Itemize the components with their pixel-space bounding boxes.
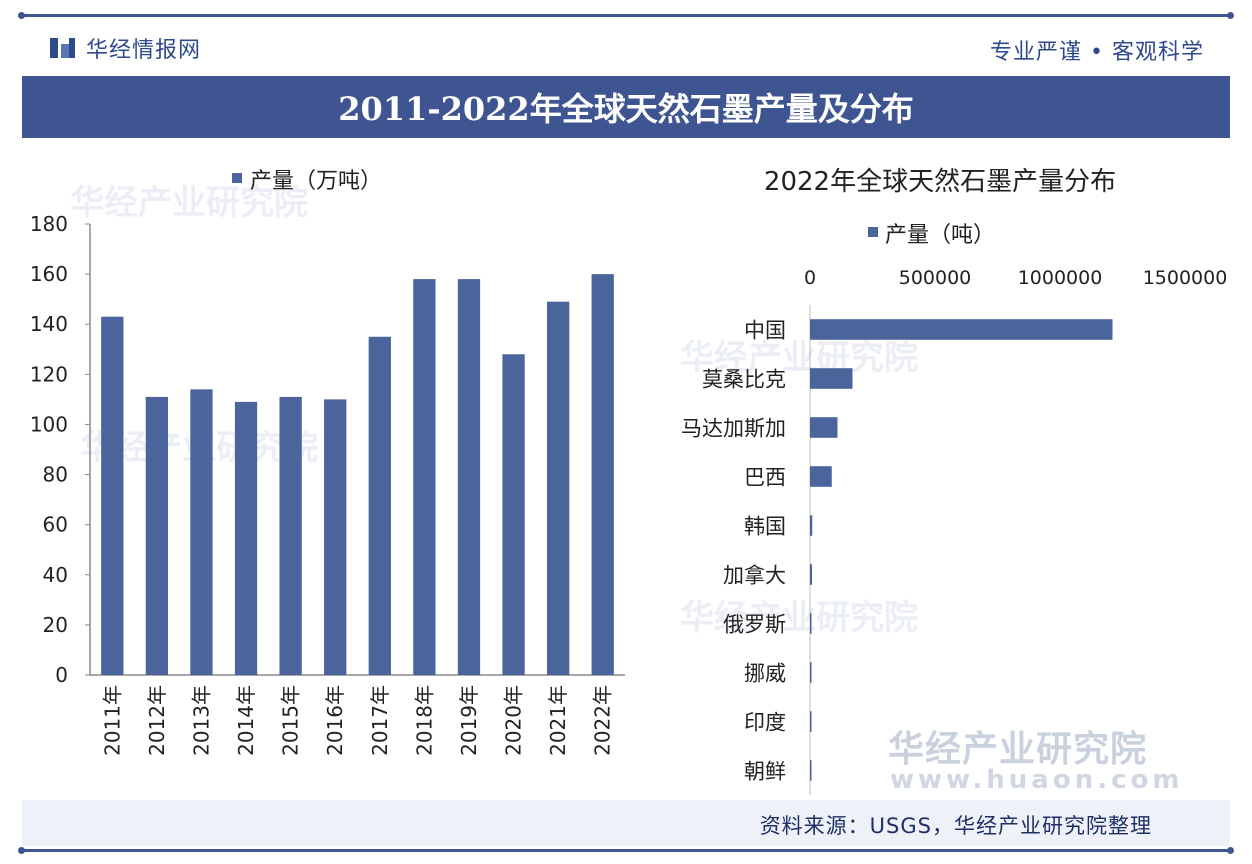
y-category-label: 韩国 bbox=[744, 515, 786, 539]
page-title: 2011-2022年全球天然石墨产量及分布 bbox=[338, 90, 914, 128]
bar-2011年 bbox=[101, 316, 124, 675]
y-category-label: 加拿大 bbox=[723, 564, 786, 588]
legend-label: 产量（吨） bbox=[885, 223, 995, 248]
x-tick-label: 2012年 bbox=[145, 685, 169, 756]
x-tick-label: 2020年 bbox=[502, 685, 526, 756]
hbar-莫桑比克 bbox=[810, 368, 853, 389]
y-tick-label: 160 bbox=[30, 262, 68, 286]
x-tick-label: 2017年 bbox=[368, 685, 392, 756]
hbar-挪威 bbox=[810, 662, 812, 683]
y-category-label: 印度 bbox=[744, 711, 786, 735]
x-tick-label: 2018年 bbox=[412, 685, 436, 756]
y-category-label: 中国 bbox=[744, 319, 786, 343]
bar-2022年 bbox=[591, 274, 614, 675]
legend-swatch bbox=[232, 173, 242, 183]
y-tick-label: 100 bbox=[30, 412, 68, 436]
bar-2017年 bbox=[368, 336, 391, 675]
y-category-label: 朝鲜 bbox=[744, 760, 786, 784]
bar-2015年 bbox=[279, 396, 302, 675]
title-bar: 2011-2022年全球天然石墨产量及分布 bbox=[22, 76, 1230, 138]
hbar-韩国 bbox=[810, 515, 813, 536]
y-tick-label: 180 bbox=[30, 212, 68, 236]
watermark-url: www.huaon.com bbox=[890, 765, 1184, 795]
bar-2021年 bbox=[546, 301, 570, 675]
x-tick-label: 2015年 bbox=[279, 685, 303, 756]
x-tick-label: 1000000 bbox=[1018, 267, 1103, 289]
x-tick-label: 1500000 bbox=[1143, 267, 1228, 289]
hbar-印度 bbox=[810, 711, 812, 732]
x-tick-label: 500000 bbox=[899, 267, 972, 289]
bar-2012年 bbox=[145, 396, 169, 675]
x-tick-label: 2019年 bbox=[457, 685, 481, 756]
brand-logo-icon bbox=[50, 36, 76, 60]
brand-name: 华经情报网 bbox=[86, 38, 202, 63]
x-tick-label: 2022年 bbox=[591, 685, 615, 756]
y-category-label: 巴西 bbox=[744, 466, 786, 490]
hbar-巴西 bbox=[810, 466, 832, 487]
bar-2018年 bbox=[413, 279, 436, 675]
x-tick-label: 2021年 bbox=[546, 685, 570, 756]
bottom-frame-line bbox=[18, 847, 1234, 854]
hbar-中国 bbox=[810, 319, 1113, 340]
top-frame-line bbox=[18, 12, 1234, 19]
y-category-label: 俄罗斯 bbox=[723, 613, 786, 637]
hbar-加拿大 bbox=[810, 564, 812, 585]
bar-2019年 bbox=[457, 279, 481, 675]
x-tick-label: 0 bbox=[804, 267, 816, 289]
y-tick-label: 60 bbox=[43, 513, 68, 537]
bar-2014年 bbox=[234, 401, 258, 675]
y-tick-label: 0 bbox=[55, 663, 68, 687]
x-tick-label: 2011年 bbox=[100, 685, 124, 756]
y-tick-label: 140 bbox=[30, 312, 68, 336]
x-tick-label: 2013年 bbox=[189, 685, 213, 756]
source-note: 资料来源：USGS，华经产业研究院整理 bbox=[759, 814, 1152, 838]
y-category-label: 挪威 bbox=[744, 662, 786, 686]
x-tick-label: 2016年 bbox=[323, 685, 347, 756]
brand: 华经情报网 bbox=[50, 32, 201, 64]
hbar-俄罗斯 bbox=[810, 613, 812, 634]
bar-2013年 bbox=[190, 389, 213, 675]
watermark-name: 华经产业研究院 bbox=[888, 729, 1148, 770]
bar-2020年 bbox=[502, 354, 525, 675]
hbar-朝鲜 bbox=[810, 760, 812, 781]
bar-2016年 bbox=[324, 399, 347, 675]
y-tick-label: 120 bbox=[30, 362, 68, 386]
y-category-label: 莫桑比克 bbox=[702, 368, 786, 392]
footer-bar bbox=[22, 800, 1230, 846]
x-tick-label: 2014年 bbox=[234, 685, 258, 756]
chart-title: 2022年全球天然石墨产量分布 bbox=[764, 167, 1116, 197]
y-tick-label: 80 bbox=[43, 463, 68, 487]
legend-swatch bbox=[868, 227, 878, 237]
y-tick-label: 20 bbox=[43, 613, 68, 637]
legend-label: 产量（万吨） bbox=[250, 169, 382, 194]
y-category-label: 马达加斯加 bbox=[681, 417, 786, 441]
hbar-马达加斯加 bbox=[810, 417, 838, 438]
slogan: 专业严谨 • 客观科学 bbox=[990, 40, 1204, 65]
y-tick-label: 40 bbox=[43, 563, 68, 587]
